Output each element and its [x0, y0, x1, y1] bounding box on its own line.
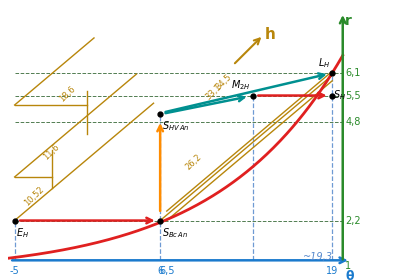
Text: $E_H$: $E_H$	[16, 226, 29, 240]
Text: 6: 6	[157, 266, 163, 276]
Text: 1: 1	[345, 261, 352, 271]
Text: r: r	[345, 14, 352, 28]
Text: 34,5: 34,5	[214, 73, 234, 92]
Text: 4,8: 4,8	[345, 117, 361, 127]
Text: $S_H$: $S_H$	[333, 89, 346, 102]
Text: ~19,3: ~19,3	[303, 252, 333, 262]
Text: θ: θ	[345, 270, 354, 280]
Text: 2,2: 2,2	[345, 216, 361, 226]
Text: 6,1: 6,1	[345, 68, 361, 78]
Text: $M_{2H}$: $M_{2H}$	[231, 79, 251, 92]
Text: -5: -5	[10, 266, 20, 276]
Text: 18,6: 18,6	[58, 84, 77, 103]
Text: 19: 19	[326, 266, 338, 276]
Text: $L_H$: $L_H$	[318, 56, 330, 70]
Text: 5,5: 5,5	[345, 90, 361, 101]
Text: $S_{HV\,An}$: $S_{HV\,An}$	[162, 119, 190, 133]
Text: 26,2: 26,2	[184, 152, 203, 171]
Text: $S_{Bc\,An}$: $S_{Bc\,An}$	[162, 226, 188, 240]
Text: 6,5: 6,5	[159, 266, 174, 276]
Text: h: h	[265, 27, 276, 42]
Text: 33,1: 33,1	[203, 82, 223, 101]
Text: 10,52: 10,52	[23, 185, 46, 207]
Text: 11,6: 11,6	[42, 143, 62, 162]
